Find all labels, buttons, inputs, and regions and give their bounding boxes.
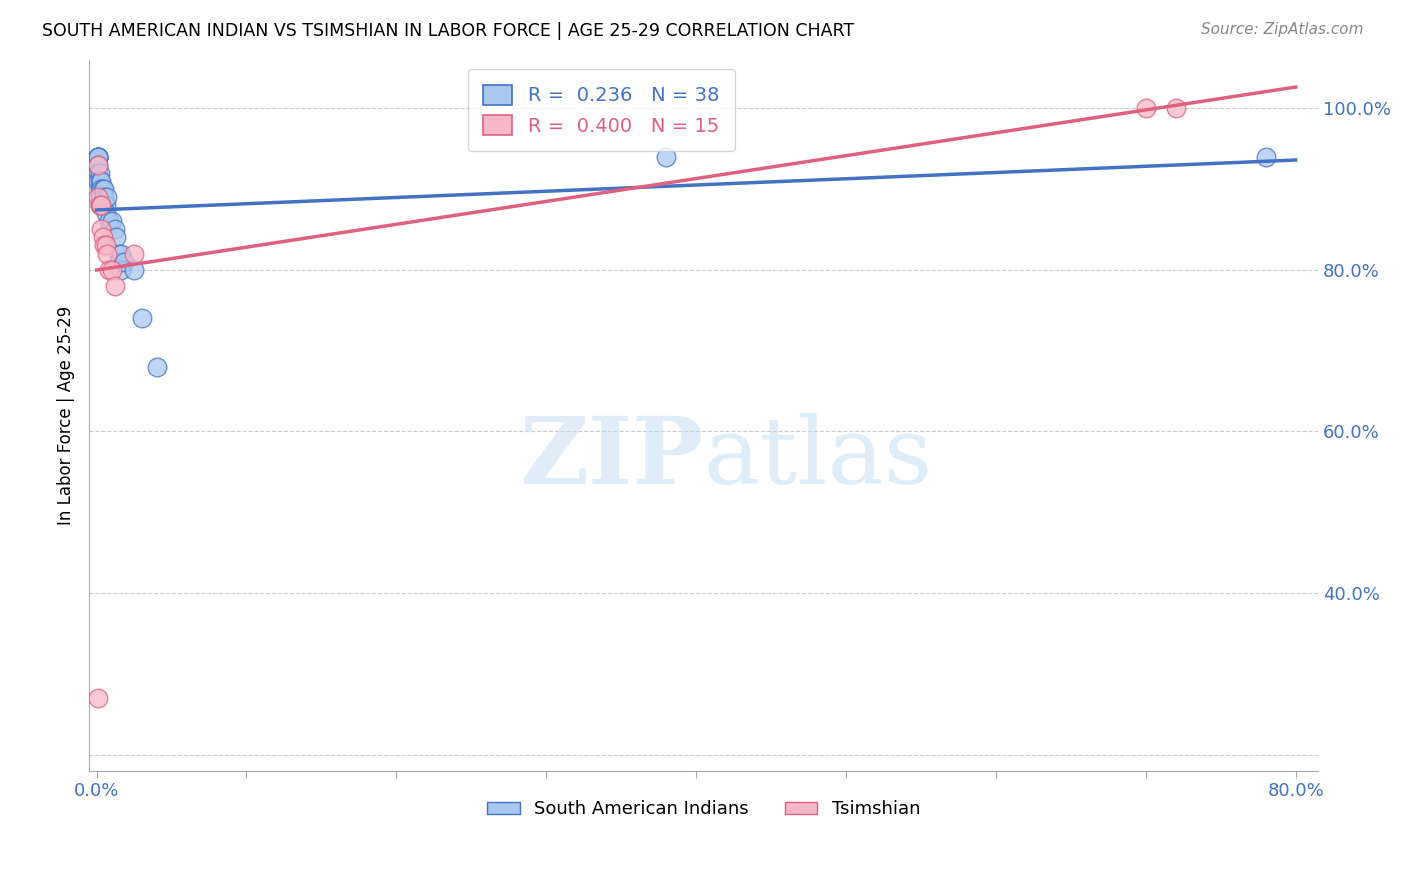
Text: ZIP: ZIP bbox=[519, 413, 703, 503]
Point bbox=[96, 246, 118, 260]
Text: Source: ZipAtlas.com: Source: ZipAtlas.com bbox=[1201, 22, 1364, 37]
Point bbox=[110, 246, 132, 260]
Point bbox=[97, 262, 120, 277]
Legend: South American Indians, Tsimshian: South American Indians, Tsimshian bbox=[479, 793, 928, 826]
Point bbox=[1254, 150, 1277, 164]
Point bbox=[87, 158, 110, 172]
Point bbox=[108, 254, 131, 268]
Point bbox=[655, 150, 678, 164]
Point bbox=[91, 230, 114, 244]
Point bbox=[91, 198, 114, 212]
Point bbox=[89, 190, 111, 204]
Point bbox=[93, 182, 115, 196]
Point bbox=[90, 198, 112, 212]
Point bbox=[103, 278, 125, 293]
Point bbox=[87, 150, 110, 164]
Text: SOUTH AMERICAN INDIAN VS TSIMSHIAN IN LABOR FORCE | AGE 25-29 CORRELATION CHART: SOUTH AMERICAN INDIAN VS TSIMSHIAN IN LA… bbox=[42, 22, 855, 40]
Point bbox=[87, 150, 110, 164]
Point bbox=[89, 198, 111, 212]
Point bbox=[90, 174, 112, 188]
Point bbox=[100, 214, 122, 228]
Point bbox=[89, 166, 111, 180]
Point bbox=[87, 166, 110, 180]
Y-axis label: In Labor Force | Age 25-29: In Labor Force | Age 25-29 bbox=[58, 306, 75, 524]
Point bbox=[112, 254, 135, 268]
Point bbox=[89, 174, 111, 188]
Point bbox=[122, 262, 145, 277]
Point bbox=[100, 262, 122, 277]
Point bbox=[87, 190, 110, 204]
Point bbox=[89, 198, 111, 212]
Point bbox=[89, 182, 111, 196]
Point bbox=[90, 222, 112, 236]
Point bbox=[90, 198, 112, 212]
Point bbox=[87, 690, 110, 705]
Point bbox=[94, 206, 117, 220]
Point bbox=[93, 190, 115, 204]
Text: atlas: atlas bbox=[703, 413, 932, 503]
Point bbox=[105, 230, 128, 244]
Point bbox=[108, 246, 131, 260]
Point bbox=[93, 238, 115, 252]
Point bbox=[94, 198, 117, 212]
Point bbox=[145, 359, 167, 374]
Point bbox=[1135, 101, 1157, 115]
Point bbox=[87, 174, 110, 188]
Point bbox=[87, 150, 110, 164]
Point bbox=[97, 214, 120, 228]
Point bbox=[110, 262, 132, 277]
Point bbox=[131, 311, 153, 326]
Point bbox=[1164, 101, 1187, 115]
Point bbox=[94, 238, 117, 252]
Point bbox=[87, 150, 110, 164]
Point bbox=[96, 190, 118, 204]
Point bbox=[122, 246, 145, 260]
Point bbox=[87, 150, 110, 164]
Point bbox=[103, 222, 125, 236]
Point bbox=[91, 182, 114, 196]
Point bbox=[90, 190, 112, 204]
Point bbox=[87, 158, 110, 172]
Point bbox=[90, 182, 112, 196]
